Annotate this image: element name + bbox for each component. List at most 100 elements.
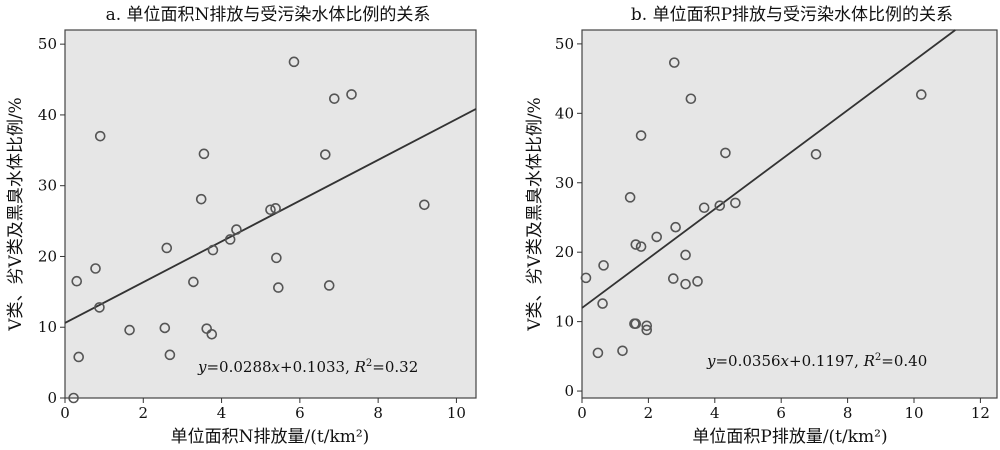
x-axis-label-a: 单位面积N排放量/(t/km²) (171, 427, 370, 447)
scatter-point (916, 89, 927, 100)
scatter-point (224, 234, 236, 245)
scatter-point (270, 203, 281, 214)
regression-equation-b: y=0.0356x+0.1197, R2=0.40 (706, 352, 927, 370)
y-tick-label: 10 (555, 313, 574, 331)
scatter-point (720, 147, 731, 159)
scatter-point (667, 273, 679, 284)
scatter-point (668, 57, 680, 68)
y-tick-label: 50 (555, 35, 574, 53)
x-tick-label: 6 (295, 404, 305, 422)
regression-equation-a: y=0.0288x+0.1033, R2=0.32 (197, 358, 418, 376)
scatter-point (810, 148, 822, 160)
x-ticks-b: 0 2 4 6 8 10 12 (577, 398, 990, 422)
scatter-point (685, 93, 697, 105)
scatter-point (419, 199, 430, 211)
regression-line (64, 108, 477, 324)
scatter-point (714, 200, 726, 211)
x-tick-label: 4 (217, 404, 227, 422)
scatter-point (641, 320, 653, 332)
scatter-point (597, 298, 608, 309)
scatter-point (730, 197, 741, 209)
scatter-point (90, 263, 101, 274)
x-tick-label: 2 (644, 404, 654, 422)
x-tick-label: 12 (971, 404, 990, 422)
y-tick-label: 10 (38, 318, 57, 336)
scatter-point (73, 351, 84, 363)
scatter-point (635, 241, 647, 252)
y-tick-label: 40 (555, 104, 574, 122)
scatter-point (164, 349, 176, 361)
scatter-point (651, 231, 663, 243)
chart-title-a: a. 单位面积N排放与受污染水体比例的关系 (106, 5, 431, 25)
y-tick-label: 30 (38, 177, 57, 195)
data-points-a (68, 56, 430, 404)
scatter-point (231, 224, 242, 235)
y-axis-label-a: V类、劣V类及黑臭水体比例/% (6, 97, 26, 331)
x-tick-label: 0 (60, 404, 70, 422)
scatter-point (624, 192, 636, 203)
scatter-point (195, 193, 207, 205)
scatter-point (323, 280, 335, 291)
scatter-point (346, 89, 357, 100)
data-points-b (580, 57, 927, 359)
scatter-point (698, 202, 710, 214)
scatter-point (580, 272, 592, 284)
scatter-point (94, 302, 105, 313)
scatter-point (670, 221, 681, 233)
y-tick-label: 20 (555, 243, 574, 261)
y-tick-label: 30 (555, 174, 574, 192)
regression-line-b (581, 29, 956, 309)
scatter-point (273, 282, 284, 293)
scatter-point (198, 148, 210, 160)
x-tick-label: 10 (447, 404, 466, 422)
x-tick-label: 10 (904, 404, 923, 422)
y-tick-label: 50 (38, 35, 57, 53)
x-tick-label: 8 (843, 404, 853, 422)
scatter-point (692, 276, 703, 287)
scatter-point (319, 149, 331, 160)
x-axis-label-b: 单位面积P排放量/(t/km²) (692, 427, 887, 447)
y-ticks-a: 0 10 20 30 40 50 (38, 35, 65, 407)
scatter-point (271, 252, 282, 264)
y-axis-label-b: V类、劣V类及黑臭水体比例/% (525, 97, 545, 331)
scatter-point (630, 318, 642, 330)
x-tick-label: 6 (776, 404, 786, 422)
y-ticks-b: 0 10 20 30 40 50 (555, 35, 582, 400)
regression-line (581, 29, 956, 309)
scatter-point (188, 276, 199, 288)
scatter-point (159, 322, 171, 334)
scatter-point (68, 392, 79, 404)
chart-panel-a: a. 单位面积N排放与受污染水体比例的关系 0 10 20 30 40 50 0 2 4 6 8 1… (6, 5, 477, 447)
scatter-point (329, 93, 340, 104)
chart-title-b: b. 单位面积P排放与受污染水体比例的关系 (631, 5, 953, 25)
x-tick-label: 0 (577, 404, 587, 422)
scatter-point (265, 204, 276, 216)
scatter-point (635, 130, 647, 141)
chart-panel-b: b. 单位面积P排放与受污染水体比例的关系 0 10 20 30 40 50 0 2 4 6 8 1… (525, 5, 998, 447)
scatter-point (617, 345, 628, 357)
scatter-point (161, 242, 173, 254)
plot-area-b (581, 29, 998, 399)
scatter-point (592, 347, 604, 359)
x-tick-label: 2 (139, 404, 149, 422)
x-tick-label: 8 (373, 404, 383, 422)
y-tick-label: 20 (38, 247, 57, 265)
regression-line-a (64, 108, 477, 324)
scatter-point (206, 329, 218, 340)
scatter-point (207, 244, 219, 256)
x-ticks-a: 0 2 4 6 8 10 (60, 398, 466, 422)
y-tick-label: 0 (564, 382, 574, 400)
scatter-point (680, 278, 691, 290)
y-tick-label: 0 (47, 389, 57, 407)
scatter-point (94, 130, 106, 142)
scatter-point (598, 260, 609, 271)
scatter-point (71, 275, 83, 287)
scatter-point (288, 56, 300, 68)
scatter-point (124, 324, 135, 336)
scatter-point (680, 249, 691, 261)
scatter-point (641, 324, 653, 336)
scatter-point (630, 239, 642, 250)
x-tick-label: 4 (710, 404, 720, 422)
y-tick-label: 40 (38, 106, 57, 124)
